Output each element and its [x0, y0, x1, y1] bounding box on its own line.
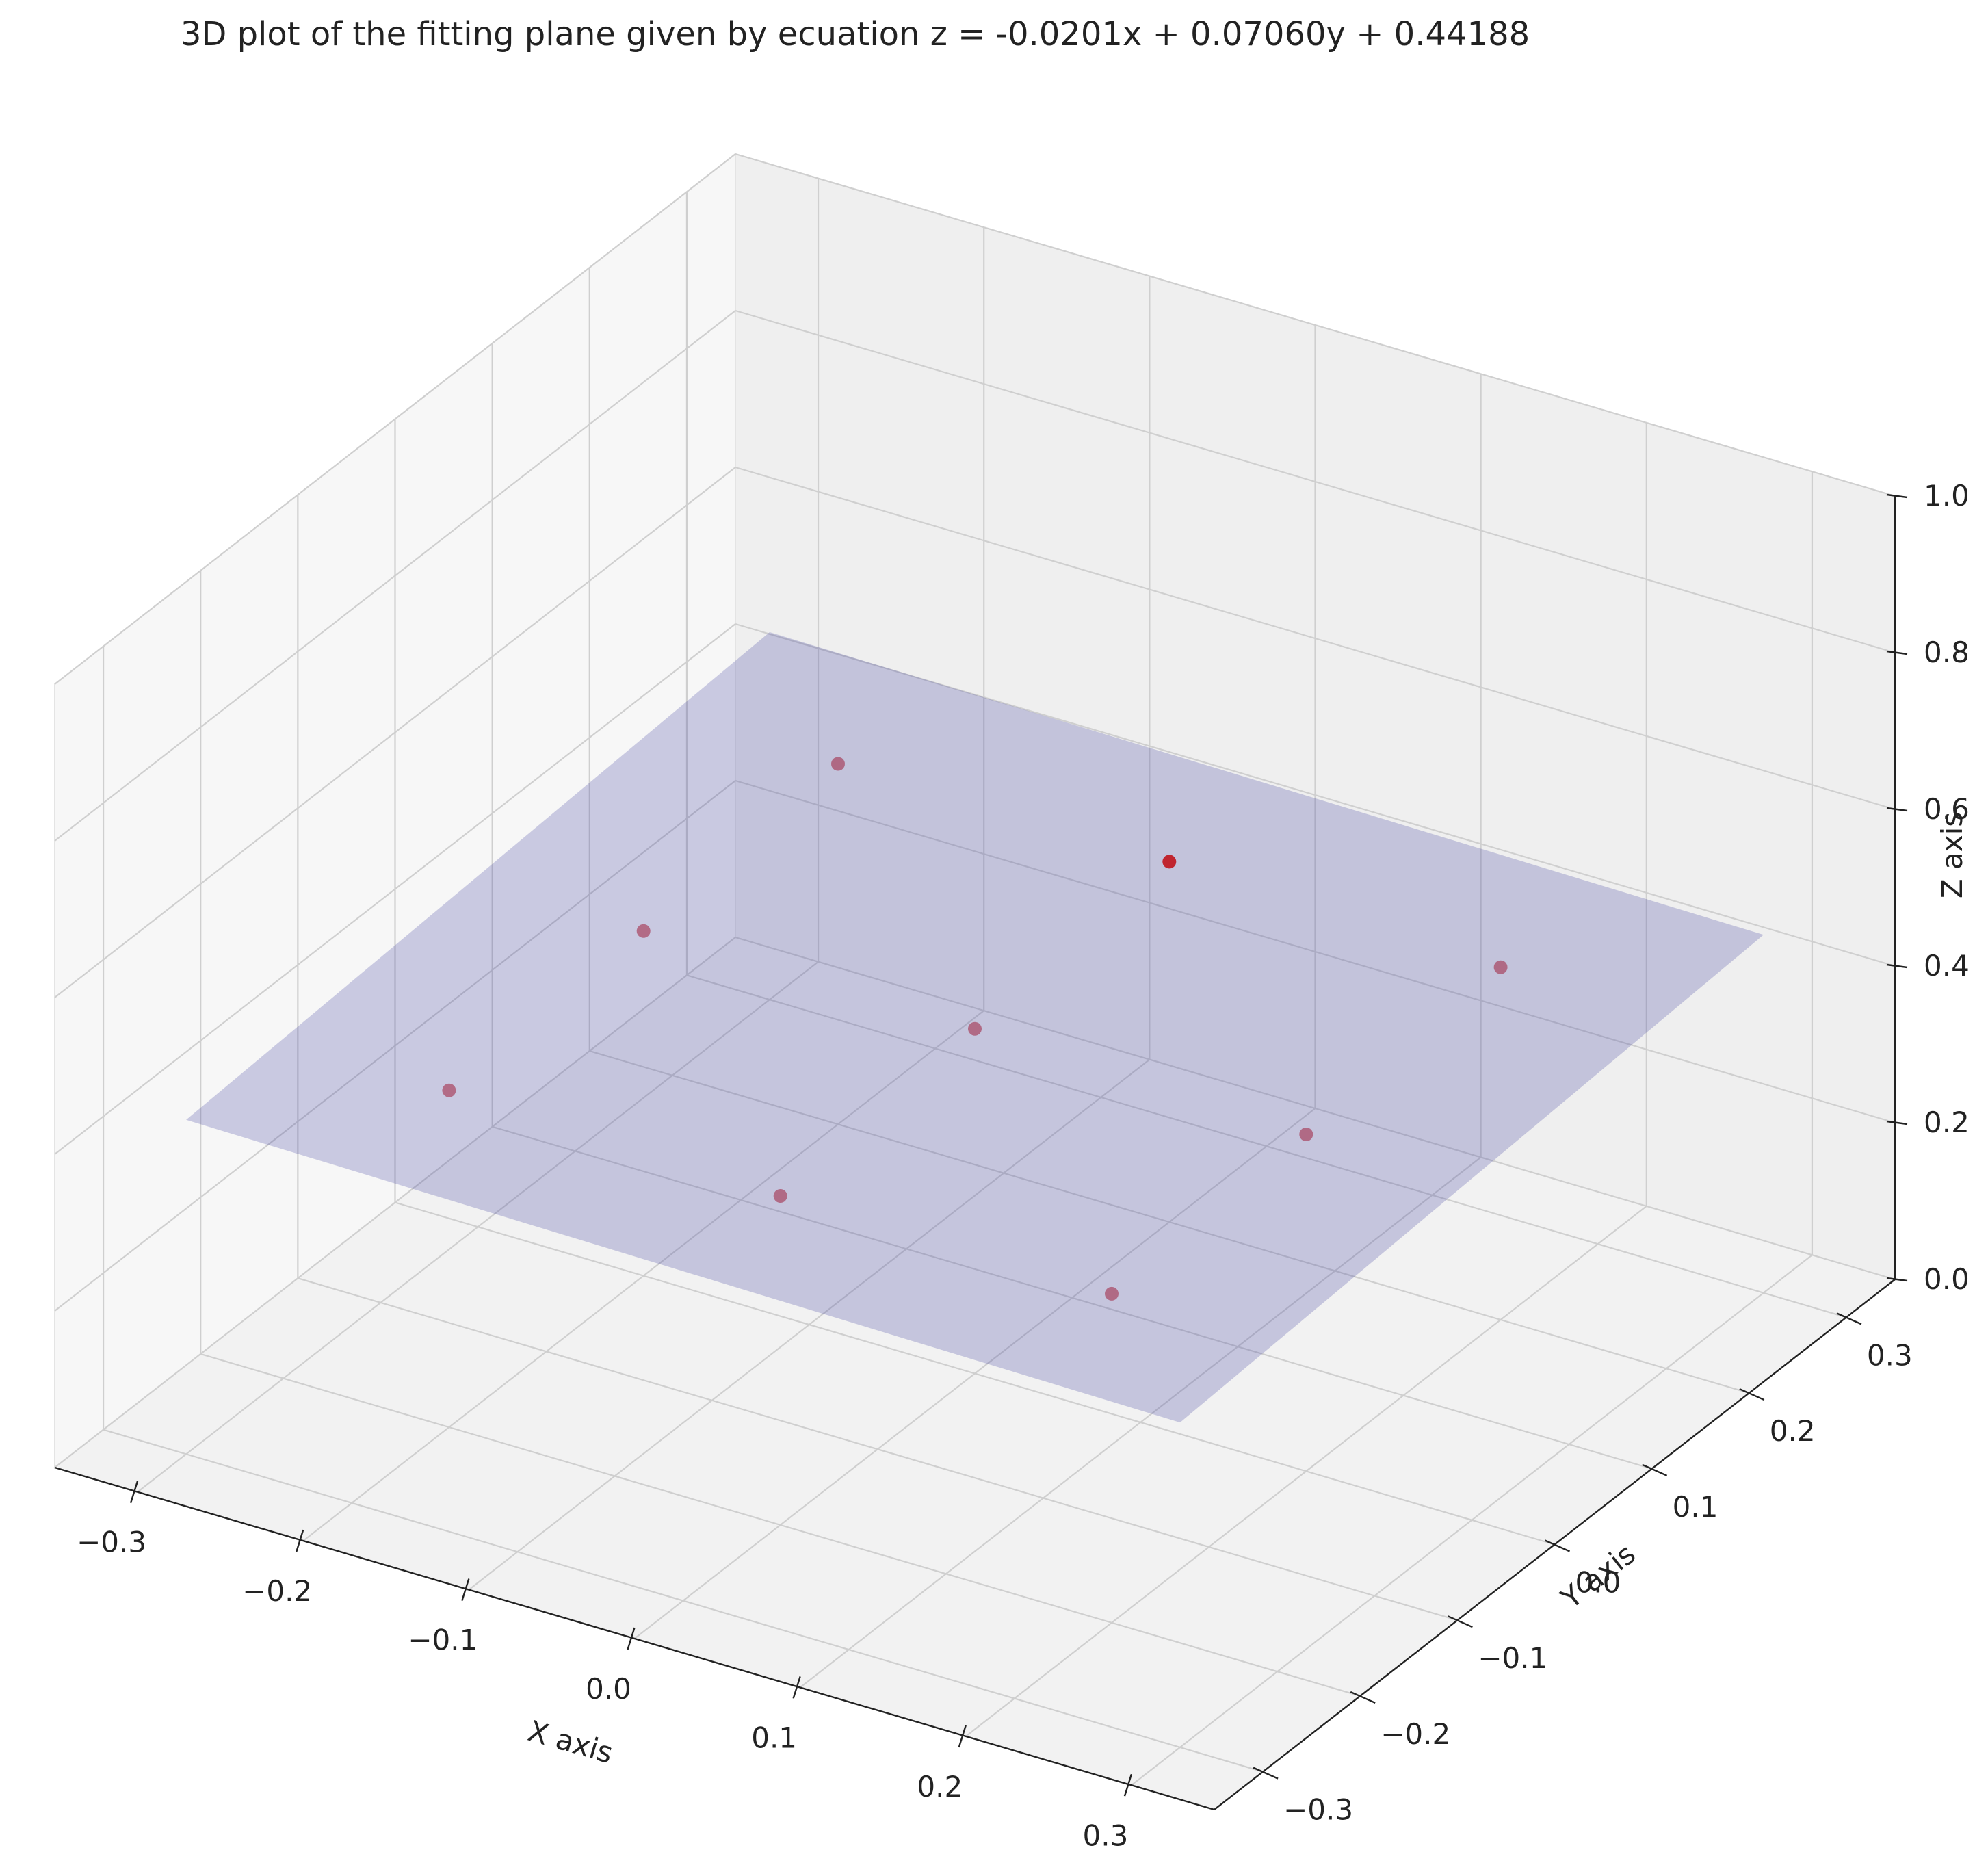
- z-gridline-left: [54, 780, 736, 1312]
- y-tick-label: 0.2: [1770, 1414, 1816, 1448]
- z-tick-mark: [1886, 1277, 1908, 1282]
- y-gridline-floor: [589, 1050, 1750, 1394]
- z-gridline-left: [54, 623, 736, 1155]
- z-gridline-back: [735, 153, 1896, 497]
- x-tick-label: 0.0: [586, 1672, 631, 1706]
- z-tick-label: 0.2: [1924, 1106, 1970, 1139]
- y-tick-label: −0.2: [1381, 1717, 1450, 1751]
- y-tick-label: 0.1: [1673, 1490, 1718, 1524]
- data-point: [1299, 1128, 1313, 1141]
- z-gridline-back: [735, 936, 1896, 1281]
- y-axis-label: Y axis: [1554, 1537, 1642, 1615]
- x-tick-mark: [958, 1725, 967, 1748]
- z-axis-ticks: 0.0 0.2 0.4 0.6 0.8 1.0: [1886, 479, 1970, 1296]
- gridlines: [54, 153, 1896, 1786]
- x-tick-label: −0.2: [242, 1574, 312, 1608]
- chart-title: 3D plot of the fitting plane given by ec…: [180, 15, 1530, 53]
- y-tick-label: −0.1: [1478, 1641, 1547, 1675]
- x-tick-mark: [461, 1578, 470, 1601]
- y-tick-mark: [1642, 1463, 1668, 1476]
- y-tick-label: 0.3: [1867, 1338, 1913, 1372]
- data-point: [442, 1083, 456, 1097]
- z-tick-mark: [1886, 1120, 1908, 1125]
- data-point: [636, 924, 651, 938]
- data-point: [831, 757, 845, 771]
- z-tick-mark: [1886, 963, 1908, 969]
- z-gridline-left: [54, 310, 736, 842]
- z-gridline-left: [54, 937, 736, 1468]
- z-gridline-left: [54, 467, 736, 998]
- data-point: [1105, 1286, 1119, 1301]
- front-points: [1162, 855, 1177, 869]
- z-gridline-back: [735, 779, 1896, 1124]
- y-gridline-floor: [492, 1125, 1652, 1470]
- z-tick-mark: [1886, 493, 1908, 499]
- z-gridline-back: [735, 466, 1896, 811]
- z-gridline-back: [735, 309, 1896, 654]
- x-tick-label: −0.1: [408, 1624, 478, 1657]
- z-tick-label: 0.6: [1924, 792, 1970, 826]
- x-axis-ticks: −0.3 −0.2 −0.1 0.0 0.1 0.2 0.3: [77, 1481, 1133, 1852]
- z-tick-label: 0.4: [1924, 949, 1970, 982]
- back-points: [442, 757, 1508, 1301]
- z-tick-label: 0.8: [1924, 636, 1970, 669]
- x-tick-mark: [1123, 1773, 1133, 1797]
- z-tick-mark: [1886, 807, 1908, 812]
- y-tick-mark: [1545, 1539, 1570, 1552]
- y-gridline-floor: [686, 974, 1847, 1318]
- x-tick-mark: [792, 1676, 801, 1699]
- z-gridline-back: [735, 623, 1896, 967]
- y-tick-mark: [1739, 1388, 1765, 1401]
- data-point: [773, 1189, 787, 1203]
- z-tick-mark: [1886, 650, 1908, 655]
- x-tick-label: −0.3: [77, 1526, 146, 1559]
- fitting-plane: [186, 632, 1764, 1423]
- data-point: [968, 1021, 982, 1036]
- y-tick-mark: [1836, 1312, 1862, 1325]
- y-gridline-floor: [395, 1201, 1555, 1546]
- x-tick-mark: [627, 1627, 636, 1650]
- y-tick-mark: [1350, 1691, 1376, 1704]
- y-tick-label: 0.0: [1575, 1566, 1621, 1600]
- y-tick-label: −0.3: [1283, 1793, 1353, 1827]
- x-tick-label: 0.2: [917, 1770, 963, 1803]
- x-axis-label: X axis: [525, 1714, 617, 1770]
- y-gridline-floor: [200, 1353, 1361, 1697]
- y-gridline-floor: [298, 1277, 1458, 1621]
- y-axis-ticks: −0.3 −0.2 −0.1 0.0 0.1 0.2 0.3: [1253, 1312, 1913, 1827]
- z-tick-label: 1.0: [1924, 479, 1970, 512]
- y-tick-mark: [1447, 1615, 1473, 1628]
- z-gridline-left: [54, 153, 736, 685]
- x-tick-label: 0.3: [1083, 1819, 1129, 1852]
- y-gridline-floor: [103, 1429, 1264, 1773]
- z-axis-label: Z axis: [1935, 812, 1969, 898]
- x-tick-mark: [296, 1529, 304, 1552]
- x-axis-line: [54, 1466, 1215, 1811]
- z-tick-label: 0.0: [1924, 1262, 1970, 1296]
- data-point: [1493, 960, 1508, 974]
- x-tick-label: 0.1: [751, 1721, 797, 1754]
- x-tick-mark: [129, 1481, 139, 1504]
- data-point: [1162, 855, 1177, 869]
- y-tick-mark: [1253, 1767, 1279, 1780]
